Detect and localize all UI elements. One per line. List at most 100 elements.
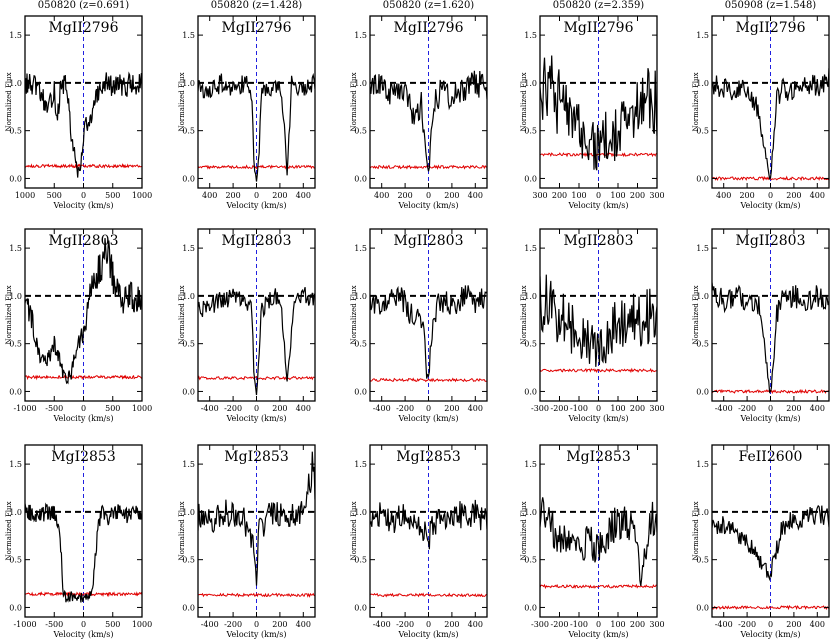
x-axis-label: Velocity (km/s): [740, 201, 801, 210]
error-spectrum: [540, 583, 657, 590]
transition-label: FeII2600: [739, 449, 803, 465]
y-axis-label: Normalized Flux: [5, 72, 13, 131]
x-tick-label: 400: [468, 191, 483, 200]
x-axis-label: Velocity (km/s): [53, 414, 114, 423]
y-axis-label: Normalized Flux: [178, 285, 186, 344]
transition-label: MgII2803: [222, 233, 292, 249]
x-tick-label: -200: [551, 404, 569, 413]
x-axis-label: Velocity (km/s): [398, 630, 459, 639]
y-tick-label: 0.5: [182, 127, 195, 136]
y-tick-label: 0.0: [696, 603, 709, 612]
y-axis-label: Normalized Flux: [350, 72, 358, 131]
x-tick-label: 0: [768, 404, 773, 413]
plot-area: [712, 16, 829, 188]
y-axis-label: Normalized Flux: [520, 72, 528, 131]
x-tick-label: 0: [81, 191, 86, 200]
flux-spectrum: [712, 504, 829, 582]
transition-label: MgII2796: [222, 20, 292, 36]
flux-spectrum: [370, 499, 487, 550]
plot-area: [712, 445, 829, 617]
y-tick-label: 1.0: [9, 292, 22, 301]
plot-area: [370, 229, 487, 401]
y-axis-label: Normalized Flux: [692, 501, 700, 560]
flux-spectrum: [198, 451, 315, 586]
y-tick-label: 0.5: [9, 127, 22, 136]
spectrum-panel: 0.0 0.5 1.0 1.5 -400 -200 0 200 400 Normalized Fl…: [178, 228, 316, 423]
y-tick-label: 1.0: [9, 508, 22, 517]
plot-area: [370, 445, 487, 617]
x-axis-label: Velocity (km/s): [226, 201, 287, 210]
x-tick-label: 500: [105, 404, 120, 413]
x-tick-label: 500: [47, 191, 62, 200]
y-tick-label: 1.5: [696, 460, 709, 469]
spectrum-panel: 0.0 0.5 1.0 1.5 -400 -200 0 200 400 Normalized Fl…: [692, 228, 830, 423]
transition-label: MgI2853: [51, 449, 115, 465]
x-tick-label: 200: [397, 191, 412, 200]
plot-area: [540, 445, 657, 617]
x-tick-label: 1000: [132, 620, 152, 629]
x-tick-label: 400: [468, 404, 483, 413]
x-tick-label: 400: [296, 191, 311, 200]
y-axis-label: Normalized Flux: [692, 72, 700, 131]
x-tick-label: 400: [202, 191, 217, 200]
flux-spectrum: [540, 497, 657, 586]
y-tick-label: 1.0: [182, 508, 195, 517]
x-tick-label: -1000: [13, 620, 36, 629]
transition-label: MgII2796: [736, 20, 806, 36]
x-tick-label: 0: [596, 191, 601, 200]
x-tick-label: -200: [396, 404, 414, 413]
y-tick-label: 0.0: [354, 174, 367, 183]
x-tick-label: 0: [254, 404, 259, 413]
x-axis-label: Velocity (km/s): [568, 630, 629, 639]
x-tick-label: -200: [224, 404, 242, 413]
transition-label: MgII2803: [394, 233, 464, 249]
x-tick-label: -400: [715, 404, 733, 413]
x-tick-label: 200: [786, 404, 801, 413]
y-tick-label: 0.0: [9, 387, 22, 396]
y-tick-label: 1.0: [696, 292, 709, 301]
plot-area: [540, 229, 657, 401]
y-axis-label: Normalized Flux: [5, 501, 13, 560]
y-tick-label: 1.5: [9, 244, 22, 253]
y-tick-label: 1.0: [182, 79, 195, 88]
plot-area: [198, 229, 315, 401]
y-tick-label: 0.0: [524, 174, 537, 183]
x-axis-label: Velocity (km/s): [398, 201, 459, 210]
error-spectrum: [540, 151, 657, 158]
error-spectrum: [198, 592, 315, 598]
x-tick-label: 0: [254, 620, 259, 629]
y-tick-label: 1.5: [9, 31, 22, 40]
x-tick-label: 400: [810, 620, 825, 629]
x-tick-label: 200: [444, 404, 459, 413]
y-tick-label: 0.0: [524, 387, 537, 396]
x-tick-label: 400: [296, 620, 311, 629]
y-tick-label: 1.0: [354, 79, 367, 88]
x-tick-label: 0: [426, 620, 431, 629]
x-axis-label: Velocity (km/s): [568, 201, 629, 210]
x-tick-label: -300: [531, 620, 549, 629]
spectrum-panel: 0.0 0.5 1.0 1.5 -1000 -500 0 500 1000 Normalized …: [5, 228, 152, 423]
flux-spectrum: [25, 502, 142, 603]
x-tick-label: -300: [531, 404, 549, 413]
x-tick-label: 0: [254, 191, 259, 200]
spectrum-panel: 0.0 0.5 1.0 1.5 300 200 100 0 100 200 300 Normalize…: [520, 15, 665, 210]
x-tick-label: 500: [105, 191, 120, 200]
y-tick-label: 1.0: [696, 508, 709, 517]
transition-label: MgI2853: [566, 449, 630, 465]
y-tick-label: 0.5: [524, 127, 537, 136]
y-tick-label: 1.5: [182, 31, 195, 40]
transition-label: MgI2853: [224, 449, 288, 465]
x-tick-label: 0: [426, 191, 431, 200]
transition-label: MgI2853: [396, 449, 460, 465]
transition-label: MgII2803: [49, 233, 119, 249]
y-tick-label: 0.0: [9, 603, 22, 612]
x-tick-label: -500: [45, 404, 63, 413]
x-tick-label: -100: [570, 404, 588, 413]
x-tick-label: -500: [45, 620, 63, 629]
x-tick-label: 200: [444, 620, 459, 629]
spectrum-panel: 0.0 0.5 1.0 1.5 -400 -200 0 200 400 Normalized Fl…: [692, 444, 830, 639]
y-tick-label: 1.0: [354, 508, 367, 517]
y-tick-label: 1.5: [696, 244, 709, 253]
y-tick-label: 1.0: [696, 79, 709, 88]
plot-area: [198, 445, 315, 617]
